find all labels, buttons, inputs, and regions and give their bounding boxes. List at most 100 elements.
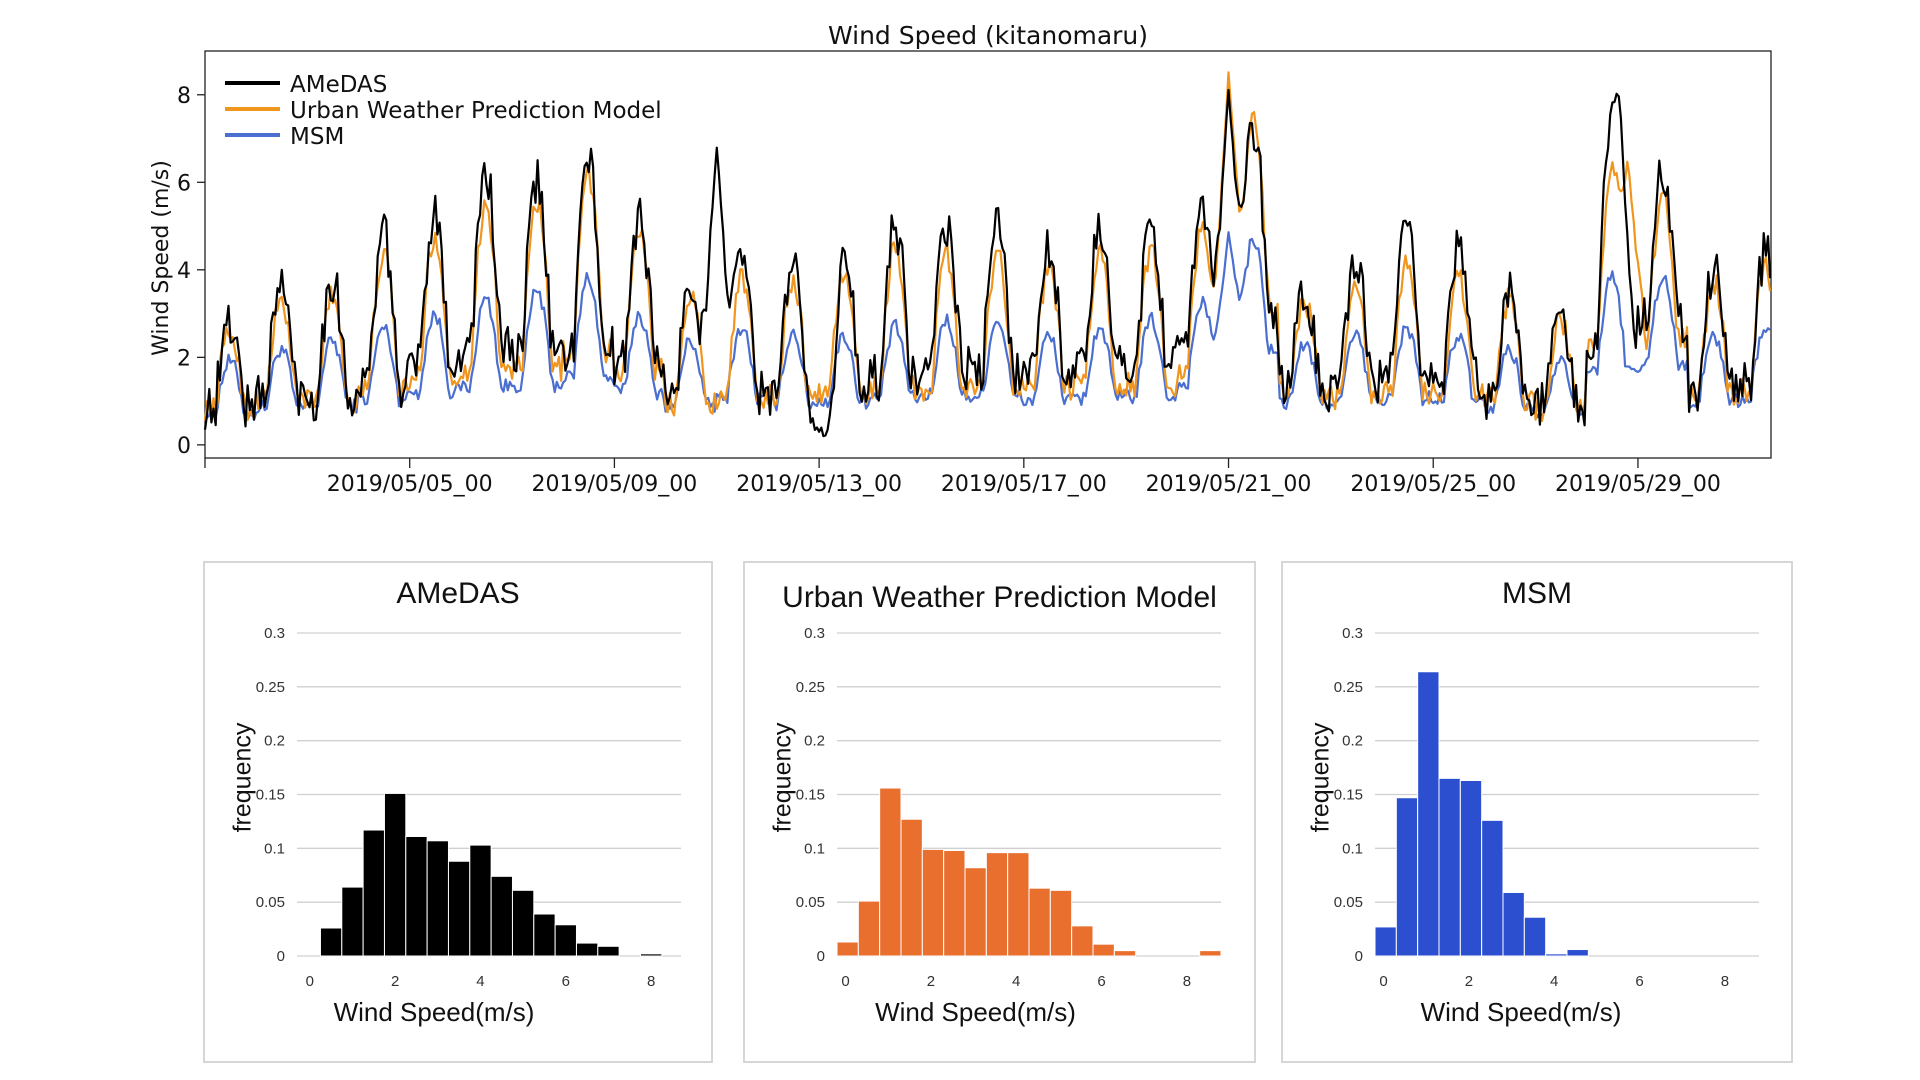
- y-tick-label: 0.2: [804, 733, 825, 750]
- y-tick-label: 6: [177, 171, 191, 196]
- legend-label-msm: MSM: [290, 124, 344, 150]
- y-tick-label: 8: [177, 84, 191, 109]
- x-tick-label: 8: [1721, 973, 1729, 990]
- chart-title: Wind Speed (kitanomaru): [828, 21, 1148, 50]
- histogram-bar: [575, 942, 599, 957]
- histogram-x-label: Wind Speed(m/s): [1420, 997, 1622, 1027]
- y-tick-label: 0.15: [256, 787, 285, 804]
- y-tick-label: 0.15: [1334, 787, 1363, 804]
- x-tick-label: 6: [1097, 973, 1105, 990]
- histogram-panel-msm: MSM frequency Wind Speed(m/s) 0 0.05 0.1 0.…: [1281, 561, 1793, 1063]
- legend-label-amedas: AMeDAS: [290, 72, 387, 98]
- x-tick-label: 4: [476, 973, 484, 990]
- histogram-bar: [1113, 950, 1137, 957]
- histogram-bar: [597, 945, 620, 957]
- series-line-msm: [203, 231, 1771, 423]
- legend-label-urban: Urban Weather Prediction Model: [290, 98, 662, 124]
- histogram-bar: [1092, 943, 1115, 957]
- x-tick-label: 0: [306, 973, 314, 990]
- histogram-bar: [943, 849, 966, 957]
- histogram-plot: 0 0.05 0.1 0.15 0.2 0.25 0.3 0 2 4 6 8: [796, 625, 1222, 990]
- histogram-bar: [1417, 671, 1440, 957]
- y-tick-label: 0.2: [264, 733, 285, 750]
- histogram-bar: [405, 835, 428, 957]
- y-tick-label: 0.2: [1342, 733, 1363, 750]
- histogram-bar: [554, 924, 577, 957]
- histogram-x-label: Wind Speed(m/s): [875, 997, 1076, 1027]
- histogram-bar: [1481, 819, 1504, 957]
- histogram-bar: [1395, 797, 1419, 957]
- y-tick-label: 0.05: [796, 894, 825, 911]
- histogram-bar: [1459, 780, 1483, 957]
- histogram-bar: [836, 941, 859, 957]
- x-tick-label: 2019/05/21_00: [1146, 472, 1312, 497]
- histogram-bar: [511, 889, 535, 957]
- y-tick-label: 0.3: [804, 625, 825, 642]
- histogram-bar: [447, 860, 471, 957]
- y-tick-label: 0.3: [264, 625, 285, 642]
- histogram-panel-amedas: AMeDAS frequency Wind Speed(m/s) 0 0.05 0.…: [203, 561, 713, 1063]
- histogram-bar: [426, 840, 449, 957]
- histogram-bar: [1545, 953, 1568, 957]
- histogram-plot: 0 0.05 0.1 0.15 0.2 0.25 0.3 0 2 4 6 8: [256, 625, 681, 990]
- histogram-bar: [857, 900, 881, 957]
- y-tick-label: 0: [177, 434, 191, 459]
- x-tick-label: 2019/05/13_00: [736, 472, 902, 497]
- plot-frame: [204, 50, 1772, 459]
- x-tick-label: 4: [1550, 973, 1558, 990]
- histogram-bar: [469, 844, 492, 957]
- y-tick-label: 0.25: [256, 679, 285, 696]
- y-tick-label: 0.05: [1334, 894, 1363, 911]
- histogram-bar: [921, 848, 945, 957]
- x-tick-label: 6: [562, 973, 570, 990]
- y-tick-label: 0: [1355, 948, 1363, 965]
- y-axis-label: Wind Speed (m/s): [149, 160, 174, 356]
- x-tick-label: 0: [841, 973, 849, 990]
- y-tick-label: 2: [177, 346, 191, 371]
- y-tick-label: 0.25: [796, 679, 825, 696]
- y-tick-label: 4: [177, 259, 191, 284]
- y-tick-label: 0.3: [1342, 625, 1363, 642]
- histogram-bar: [1049, 889, 1073, 957]
- histogram-bar: [533, 913, 556, 957]
- histogram-x-label: Wind Speed(m/s): [333, 997, 535, 1027]
- y-tick-label: 0: [817, 948, 825, 965]
- y-tick-label: 0.25: [1334, 679, 1363, 696]
- series-lines: [203, 71, 1772, 438]
- histogram-bar: [879, 787, 902, 957]
- time-series-chart: Wind Speed (kitanomaru) 0 2 4 6 8 2019/05/05…: [149, 21, 1772, 497]
- x-tick-label: 6: [1635, 973, 1643, 990]
- x-tick-label: 8: [647, 973, 655, 990]
- x-tick-label: 2: [1465, 973, 1473, 990]
- x-tick-label: 2019/05/05_00: [327, 472, 493, 497]
- histogram-bar: [319, 927, 343, 957]
- x-tick-label: 2019/05/29_00: [1555, 472, 1721, 497]
- histogram-bar: [1071, 925, 1094, 957]
- histogram-bar: [490, 875, 513, 957]
- histogram-bar: [1028, 887, 1051, 957]
- histogram-bar: [1523, 916, 1547, 957]
- legend: AMeDAS Urban Weather Prediction Model MS…: [225, 72, 662, 150]
- histogram-bar: [964, 867, 987, 957]
- y-tick-label: 0.1: [804, 840, 825, 857]
- x-tick-label: 2019/05/17_00: [941, 472, 1107, 497]
- series-line-amedas: [203, 88, 1772, 438]
- y-tick-label: 0.1: [264, 840, 285, 857]
- histogram-bar: [639, 953, 663, 957]
- histogram-bar: [1374, 926, 1397, 957]
- histogram-title: MSM: [1502, 577, 1572, 610]
- histogram-bar: [383, 792, 407, 957]
- x-axis: 2019/05/05_00 2019/05/09_00 2019/05/13_00 2…: [204, 458, 1721, 497]
- histogram-bar: [341, 886, 364, 957]
- histogram-bar: [1566, 949, 1589, 957]
- histogram-bar: [1199, 950, 1222, 957]
- x-tick-label: 0: [1379, 973, 1387, 990]
- y-tick-label: 0.05: [256, 894, 285, 911]
- histogram-plot: 0 0.05 0.1 0.15 0.2 0.25 0.3 0 2 4 6 8: [1334, 625, 1759, 990]
- y-axis: 0 2 4 6 8: [177, 84, 205, 459]
- histogram-bar: [985, 852, 1009, 957]
- x-tick-label: 2019/05/25_00: [1350, 472, 1516, 497]
- x-tick-label: 2019/05/09_00: [532, 472, 698, 497]
- histogram-title: AMeDAS: [396, 577, 520, 610]
- histogram-bar: [900, 818, 923, 957]
